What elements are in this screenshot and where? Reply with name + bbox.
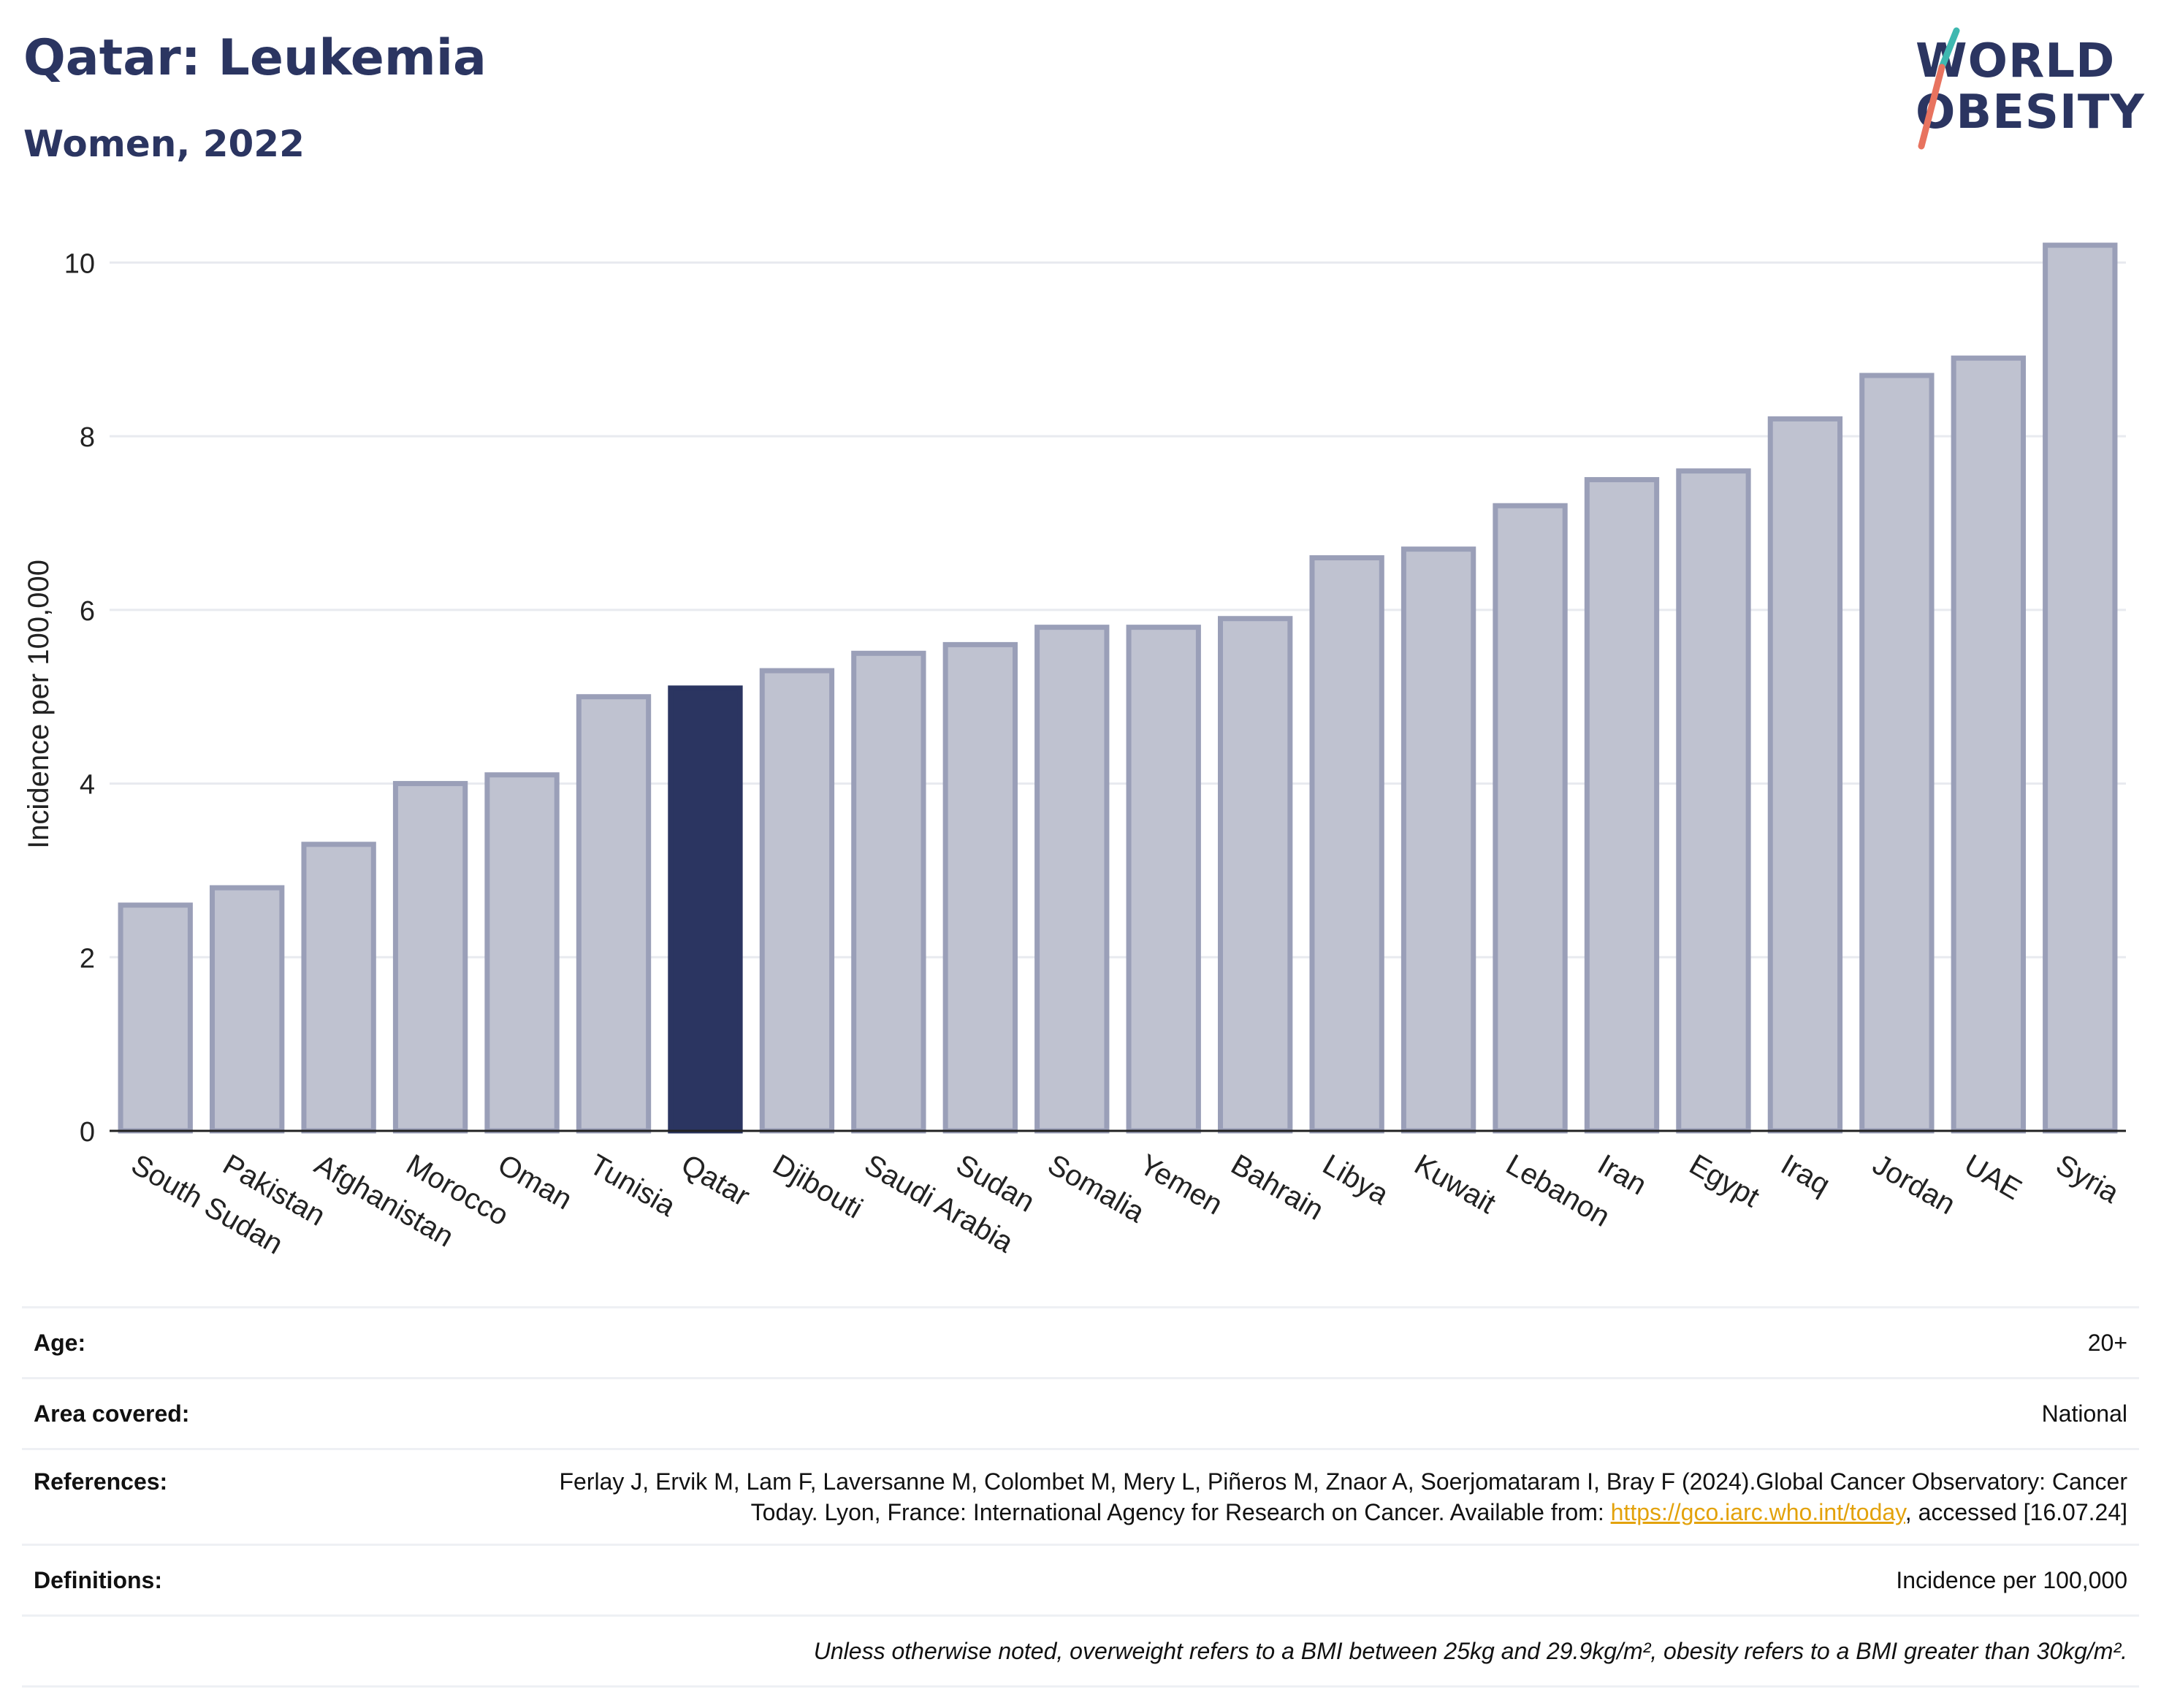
bar-libya	[1309, 555, 1384, 1134]
y-tick-label: 8	[80, 422, 95, 453]
bar-morocco	[392, 781, 468, 1134]
bar-jordan	[1859, 373, 1935, 1134]
bar-egypt	[1676, 468, 1751, 1134]
references-link[interactable]: https://gco.iarc.who.int/today	[1610, 1499, 1905, 1525]
y-tick-label: 2	[80, 943, 95, 974]
y-axis-label: Incidence per 100,000	[23, 560, 55, 849]
meta-row-area: Area covered: National	[22, 1379, 2139, 1450]
bar-tunisia	[576, 694, 652, 1134]
bar-south-sudan	[118, 902, 193, 1134]
x-tick-label: Lebanon	[1501, 1148, 1615, 1233]
meta-row-note: Unless otherwise noted, overweight refer…	[22, 1617, 2139, 1688]
bar-iran	[1584, 477, 1660, 1134]
references-label: References:	[34, 1468, 168, 1495]
meta-row-age: Age: 20+	[22, 1308, 2139, 1379]
bar-iraq	[1767, 416, 1843, 1134]
meta-row-references: References: Ferlay J, Ervik M, Lam F, La…	[22, 1450, 2139, 1546]
x-tick-label: Qatar	[676, 1148, 755, 1213]
metadata-table: Age: 20+ Area covered: National Referenc…	[22, 1306, 2139, 1688]
area-label: Area covered:	[34, 1400, 190, 1427]
bar-saudi-arabia	[851, 650, 926, 1134]
bar-uae	[1951, 355, 2026, 1134]
meta-row-definitions: Definitions: Incidence per 100,000	[22, 1546, 2139, 1617]
x-tick-label: Tunisia	[584, 1148, 682, 1223]
bar-yemen	[1126, 625, 1201, 1134]
world-obesity-logo: WORLD OBESITY	[1899, 22, 2148, 153]
age-label: Age:	[34, 1330, 86, 1356]
x-tick-label: Jordan	[1867, 1148, 1961, 1221]
bar-lebanon	[1493, 503, 1568, 1134]
bar-sudan	[942, 641, 1018, 1134]
x-tick-label: Egypt	[1684, 1148, 1765, 1213]
bar-oman	[484, 772, 560, 1134]
y-tick-label: 10	[64, 248, 95, 279]
definitions-label: Definitions:	[34, 1567, 162, 1593]
x-tick-label: Kuwait	[1409, 1148, 1501, 1220]
definitions-value: Incidence per 100,000	[1896, 1567, 2127, 1593]
page-subtitle: Women, 2022	[23, 123, 305, 165]
references-accessed: , accessed [16.07.24]	[1905, 1499, 2127, 1525]
bar-syria	[2043, 243, 2118, 1134]
x-tick-label: Iran	[1593, 1148, 1653, 1202]
y-tick-label: 4	[80, 770, 95, 801]
x-tick-label: Syria	[2051, 1148, 2125, 1210]
bar-bahrain	[1218, 616, 1293, 1134]
bar-afghanistan	[301, 842, 376, 1134]
x-tick-label: Djibouti	[767, 1148, 868, 1225]
references-value: Ferlay J, Ervik M, Lam F, Laversanne M, …	[549, 1466, 2127, 1528]
y-tick-label: 0	[80, 1117, 95, 1148]
y-tick-label: 6	[80, 596, 95, 627]
bar-kuwait	[1400, 546, 1476, 1134]
logo-slash-icon	[1918, 27, 1960, 150]
x-tick-label: Bahrain	[1226, 1148, 1329, 1227]
page-title: Qatar: Leukemia	[23, 29, 487, 87]
x-tick-label: UAE	[1959, 1148, 2027, 1206]
bars	[118, 243, 2118, 1134]
bmi-note: Unless otherwise noted, overweight refer…	[813, 1638, 2127, 1664]
area-value: National	[2041, 1400, 2127, 1427]
x-tick-label: Libya	[1317, 1148, 1394, 1211]
bar-djibouti	[759, 668, 835, 1134]
logo-word-obesity: OBESITY	[1916, 85, 2145, 140]
bar-pakistan	[210, 885, 285, 1134]
x-tick-label: Somalia	[1043, 1148, 1151, 1229]
references-text: Ferlay J, Ervik M, Lam F, Laversanne M, …	[559, 1468, 2127, 1525]
x-tick-label: Yemen	[1134, 1148, 1228, 1221]
bar-somalia	[1034, 625, 1110, 1134]
bar-qatar	[668, 685, 743, 1134]
x-tick-label: Iraq	[1775, 1148, 1835, 1202]
age-value: 20+	[2087, 1330, 2127, 1356]
